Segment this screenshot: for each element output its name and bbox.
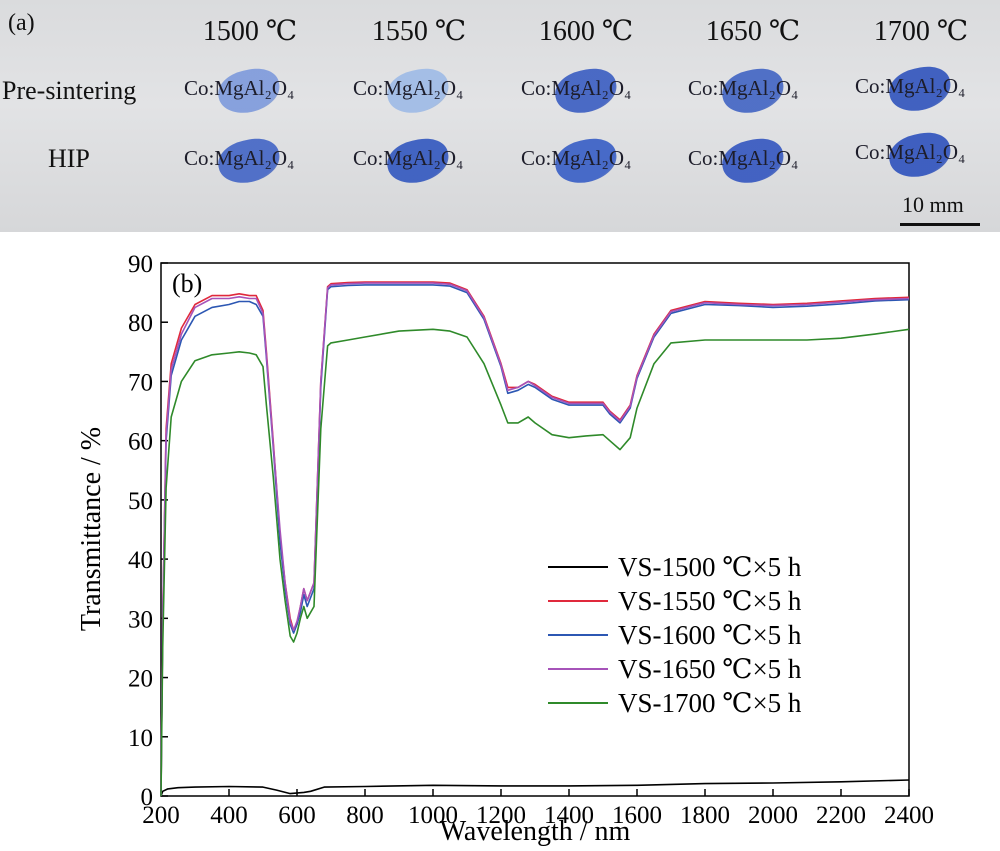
y-tick-label: 50 <box>128 488 153 515</box>
temperature-label-1650: 1650 ℃ <box>705 16 801 47</box>
x-tick-label: 2000 <box>748 802 798 829</box>
x-tick-label: 1200 <box>476 802 526 829</box>
legend: VS-1500 ℃×5 h VS-1550 ℃×5 h VS-1600 ℃×5 h V… <box>548 552 802 718</box>
x-axis-title: Wavelength / nm <box>440 816 631 847</box>
sample-text: Co:MgAl₂O₄ <box>184 146 295 170</box>
sample-hip-1600: Co:MgAl₂O₄ <box>521 134 671 188</box>
sample-pre-1650: Co:MgAl₂O₄ <box>688 64 838 118</box>
series-line-vs-1550 <box>160 281 910 797</box>
scale-bar-label: 10 mm <box>902 192 964 217</box>
sample-pre-1550: Co:MgAl₂O₄ <box>353 64 503 118</box>
y-tick-label: 60 <box>128 429 153 456</box>
sample-hip-1700: Co:MgAl₂O₄ <box>855 128 1000 182</box>
y-tick-label: 30 <box>128 606 153 633</box>
sample-hip-1550: Co:MgAl₂O₄ <box>353 134 503 188</box>
sample-text: Co:MgAl₂O₄ <box>855 74 966 98</box>
x-tick-label: 1800 <box>680 802 730 829</box>
sample-text: Co:MgAl₂O₄ <box>353 146 464 170</box>
x-tick-label: 200 <box>142 802 180 829</box>
temperature-label-1500: 1500 ℃ <box>202 16 298 47</box>
sample-text: Co:MgAl₂O₄ <box>184 76 295 100</box>
panel-label-b: (b) <box>172 269 202 298</box>
sample-pre-1500: Co:MgAl₂O₄ <box>184 64 334 118</box>
panel-label-a: (a) <box>8 10 35 36</box>
x-tick-label: 800 <box>346 802 384 829</box>
legend-label: VS-1500 ℃×5 h <box>618 552 802 582</box>
y-tick-label: 70 <box>128 369 153 396</box>
legend-label: VS-1550 ℃×5 h <box>618 586 802 616</box>
sample-text: Co:MgAl₂O₄ <box>521 76 632 100</box>
transmittance-chart: 200 400 600 800 1000 1200 1400 1600 1800 2000 2200… <box>76 251 934 847</box>
sample-text: Co:MgAl₂O₄ <box>688 146 799 170</box>
series-line-vs-1650 <box>160 282 910 797</box>
x-tick-label: 600 <box>278 802 316 829</box>
y-tick-label: 40 <box>128 547 153 574</box>
y-tick-label: 10 <box>128 725 153 752</box>
sample-text: Co:MgAl₂O₄ <box>855 140 966 164</box>
sample-pre-1700: Co:MgAl₂O₄ <box>855 62 1000 116</box>
series-line-vs-1600 <box>160 284 910 797</box>
sample-photo: (a) 1500 ℃ 1550 ℃ 1600 ℃ 1650 ℃ 1700 ℃ P… <box>0 0 1000 232</box>
x-tick-label: 2400 <box>884 802 934 829</box>
x-tick-label: 1400 <box>544 802 594 829</box>
temperature-label-1600: 1600 ℃ <box>538 16 634 47</box>
row-label-pre-sintering: Pre-sintering <box>2 76 137 105</box>
row-label-hip: HIP <box>48 144 90 173</box>
sample-text: Co:MgAl₂O₄ <box>521 146 632 170</box>
y-axis-ticks: 0 10 20 30 40 50 60 70 80 90 <box>128 251 168 811</box>
series-line-vs-1700 <box>160 328 910 797</box>
temperature-label-1550: 1550 ℃ <box>371 16 467 47</box>
y-tick-label: 0 <box>141 784 154 811</box>
x-tick-label: 1600 <box>612 802 662 829</box>
series-lines <box>160 281 910 797</box>
legend-label: VS-1600 ℃×5 h <box>618 620 802 650</box>
plot-frame <box>160 262 910 797</box>
sample-text: Co:MgAl₂O₄ <box>353 76 464 100</box>
y-tick-label: 80 <box>128 310 153 337</box>
sample-hip-1650: Co:MgAl₂O₄ <box>688 134 838 188</box>
legend-label: VS-1650 ℃×5 h <box>618 654 802 684</box>
temperature-label-1700: 1700 ℃ <box>873 16 969 47</box>
scale-bar <box>900 223 980 226</box>
x-tick-label: 2200 <box>816 802 866 829</box>
sample-hip-1500: Co:MgAl₂O₄ <box>184 134 334 188</box>
y-tick-label: 20 <box>128 666 153 693</box>
legend-label: VS-1700 ℃×5 h <box>618 688 802 718</box>
x-axis-ticks: 200 400 600 800 1000 1200 1400 1600 1800 2000 2200… <box>142 789 934 829</box>
sample-pre-1600: Co:MgAl₂O₄ <box>521 64 671 118</box>
y-axis-title: Transmittance / % <box>76 427 107 631</box>
series-line-vs-1500 <box>160 779 910 797</box>
x-tick-label: 400 <box>210 802 248 829</box>
y-tick-label: 90 <box>128 251 153 278</box>
sample-text: Co:MgAl₂O₄ <box>688 76 799 100</box>
x-tick-label: 1000 <box>408 802 458 829</box>
